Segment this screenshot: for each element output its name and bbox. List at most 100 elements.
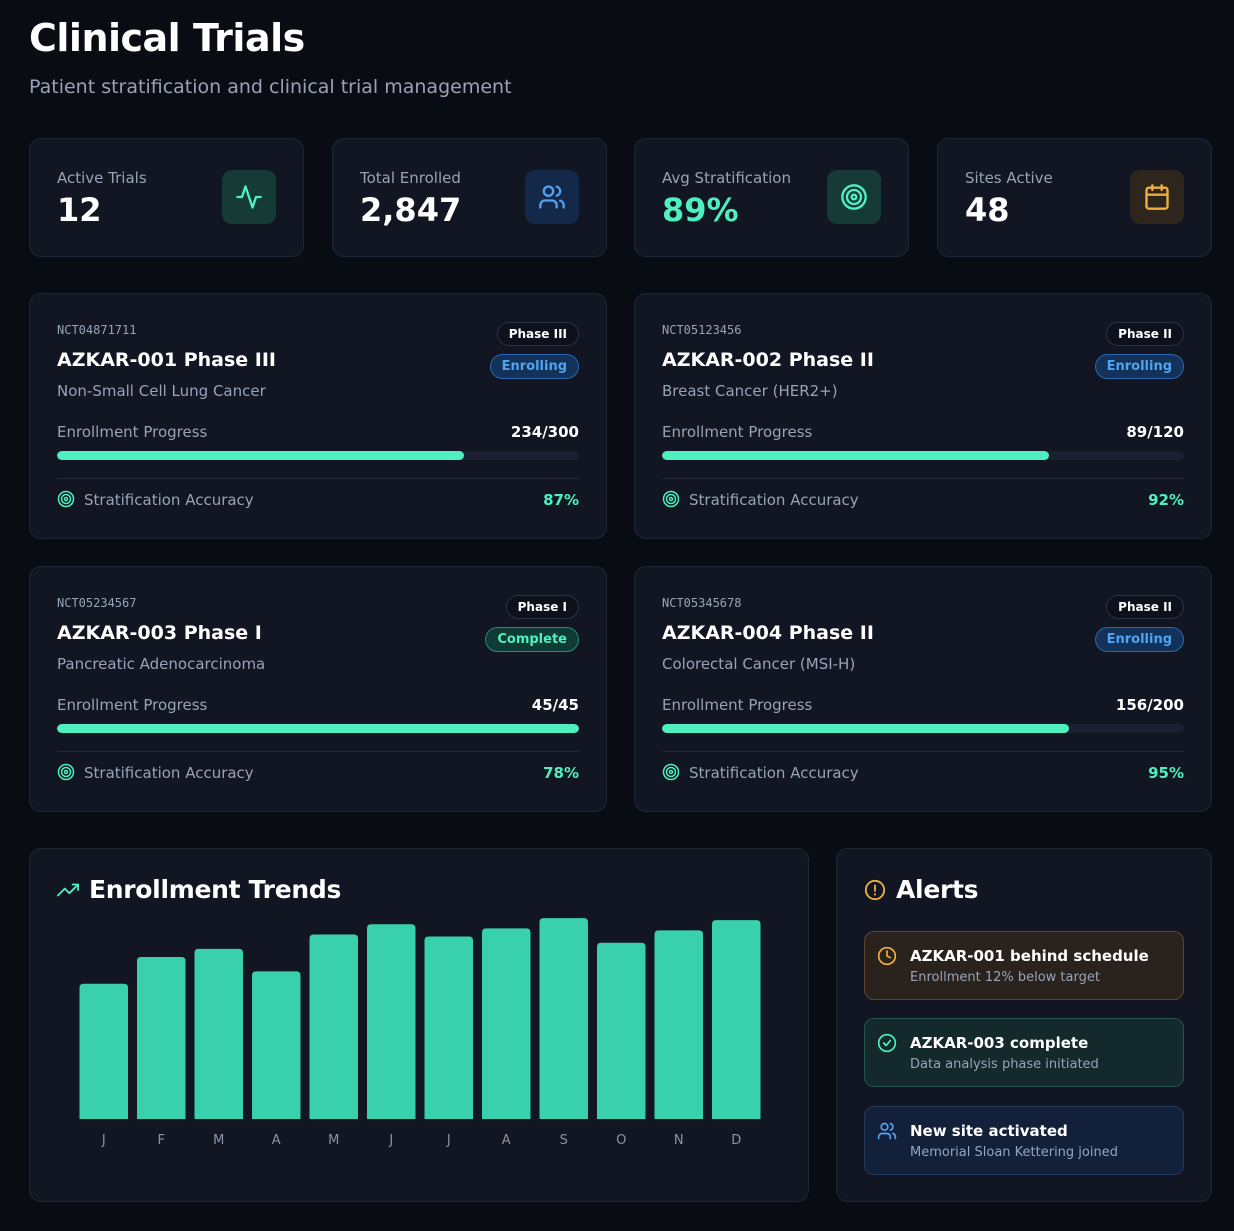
- alert-circle-icon: [864, 879, 886, 901]
- stat-value: 89%: [662, 191, 739, 229]
- progress-label: Enrollment Progress: [57, 696, 208, 714]
- trial-card[interactable]: NCT04871711 AZKAR-001 Phase III Non-Smal…: [29, 293, 607, 539]
- accuracy-value: 78%: [543, 764, 579, 782]
- status-badge: Enrolling: [489, 354, 579, 379]
- phase-badge: Phase II: [1106, 322, 1184, 346]
- chart-bar[interactable]: [137, 957, 186, 1119]
- phase-badge: Phase II: [1106, 595, 1184, 619]
- chart-bar[interactable]: [539, 918, 589, 1119]
- check-circle-icon: [877, 1033, 897, 1053]
- divider: [57, 478, 579, 479]
- chart-bar[interactable]: [252, 971, 301, 1119]
- accuracy-label: Stratification Accuracy: [689, 491, 859, 509]
- chart-bar[interactable]: [654, 930, 704, 1119]
- progress-label: Enrollment Progress: [662, 423, 813, 441]
- calendar-icon: [1130, 170, 1184, 224]
- progress-bar: [57, 451, 579, 460]
- phase-badge: Phase III: [496, 322, 579, 346]
- stat-value: 12: [57, 191, 102, 229]
- alert-success[interactable]: AZKAR-003 complete Data analysis phase i…: [864, 1018, 1184, 1087]
- trial-id: NCT05234567: [57, 596, 137, 610]
- progress-fill: [662, 451, 1050, 460]
- divider: [662, 478, 1184, 479]
- stat-label: Sites Active: [965, 169, 1053, 187]
- x-tick-label: N: [674, 1133, 684, 1148]
- x-tick-label: F: [158, 1133, 165, 1148]
- status-badge: Enrolling: [1094, 627, 1184, 652]
- panel-title: Enrollment Trends: [89, 875, 342, 904]
- progress-fill: [57, 724, 579, 733]
- progress-bar: [57, 724, 579, 733]
- stat-label: Active Trials: [57, 169, 147, 187]
- progress-count: 156/200: [1115, 696, 1184, 714]
- trial-condition: Non-Small Cell Lung Cancer: [57, 382, 266, 400]
- target-icon: [662, 490, 680, 508]
- x-tick-label: M: [213, 1133, 224, 1148]
- alert-info[interactable]: New site activated Memorial Sloan Ketter…: [864, 1106, 1184, 1175]
- progress-bar: [662, 451, 1184, 460]
- chart-bar[interactable]: [367, 924, 416, 1119]
- progress-count: 89/120: [1126, 423, 1184, 441]
- stat-label: Avg Stratification: [662, 169, 791, 187]
- status-badge: Complete: [485, 627, 579, 652]
- x-tick-label: A: [502, 1133, 511, 1148]
- trial-condition: Colorectal Cancer (MSI-H): [662, 655, 856, 673]
- trial-card[interactable]: NCT05123456 AZKAR-002 Phase II Breast Ca…: [634, 293, 1212, 539]
- status-badge: Enrolling: [1094, 354, 1184, 379]
- accuracy-label: Stratification Accuracy: [84, 491, 254, 509]
- target-icon: [57, 490, 75, 508]
- stat-value: 2,847: [360, 191, 462, 229]
- chart-bar[interactable]: [79, 983, 129, 1119]
- activity-icon: [222, 170, 276, 224]
- alert-warning[interactable]: AZKAR-001 behind schedule Enrollment 12%…: [864, 931, 1184, 1000]
- accuracy-label: Stratification Accuracy: [84, 764, 254, 782]
- x-tick-label: O: [616, 1133, 626, 1148]
- trial-name: AZKAR-004 Phase II: [662, 622, 874, 644]
- divider: [662, 751, 1184, 752]
- trial-card[interactable]: NCT05345678 AZKAR-004 Phase II Colorecta…: [634, 566, 1212, 812]
- alert-text: Memorial Sloan Kettering joined: [910, 1145, 1118, 1160]
- x-tick-label: A: [272, 1133, 281, 1148]
- alert-title: AZKAR-001 behind schedule: [910, 947, 1149, 965]
- stat-card-avg-stratification: Avg Stratification 89%: [634, 138, 909, 257]
- alert-title: New site activated: [910, 1122, 1068, 1140]
- stat-value: 48: [965, 191, 1010, 229]
- target-icon: [827, 170, 881, 224]
- chart-bar[interactable]: [309, 934, 359, 1120]
- trial-name: AZKAR-001 Phase III: [57, 349, 276, 371]
- trending-up-icon: [57, 883, 79, 897]
- enrollment-trends-panel: Enrollment Trends J F M A M J J A S O N D: [29, 848, 809, 1202]
- chart-bar[interactable]: [424, 936, 474, 1119]
- chart-bar[interactable]: [482, 928, 531, 1119]
- phase-badge: Phase I: [505, 595, 579, 619]
- panel-title: Alerts: [896, 875, 979, 904]
- accuracy-value: 87%: [543, 491, 579, 509]
- accuracy-value: 92%: [1148, 491, 1184, 509]
- trial-card[interactable]: NCT05234567 AZKAR-003 Phase I Pancreatic…: [29, 566, 607, 812]
- stat-card-active-trials: Active Trials 12: [29, 138, 304, 257]
- accuracy-value: 95%: [1148, 764, 1184, 782]
- chart-bar[interactable]: [712, 920, 761, 1119]
- progress-count: 234/300: [510, 423, 579, 441]
- progress-count: 45/45: [531, 696, 579, 714]
- x-tick-label: J: [446, 1133, 451, 1148]
- progress-bar: [662, 724, 1184, 733]
- x-tick-label: J: [101, 1133, 106, 1148]
- clock-icon: [877, 946, 897, 966]
- progress-label: Enrollment Progress: [662, 696, 813, 714]
- trial-condition: Pancreatic Adenocarcinoma: [57, 655, 266, 673]
- alerts-panel: Alerts AZKAR-001 behind schedule Enrollm…: [836, 848, 1212, 1202]
- target-icon: [662, 763, 680, 781]
- trial-id: NCT05123456: [662, 323, 742, 337]
- chart-bar[interactable]: [597, 942, 646, 1119]
- divider: [57, 751, 579, 752]
- page-title: Clinical Trials: [29, 16, 305, 60]
- accuracy-label: Stratification Accuracy: [689, 764, 859, 782]
- alert-text: Enrollment 12% below target: [910, 970, 1100, 985]
- trial-name: AZKAR-003 Phase I: [57, 622, 262, 644]
- alert-text: Data analysis phase initiated: [910, 1057, 1099, 1072]
- stat-label: Total Enrolled: [360, 169, 461, 187]
- chart-bar[interactable]: [194, 948, 244, 1119]
- trial-id: NCT05345678: [662, 596, 742, 610]
